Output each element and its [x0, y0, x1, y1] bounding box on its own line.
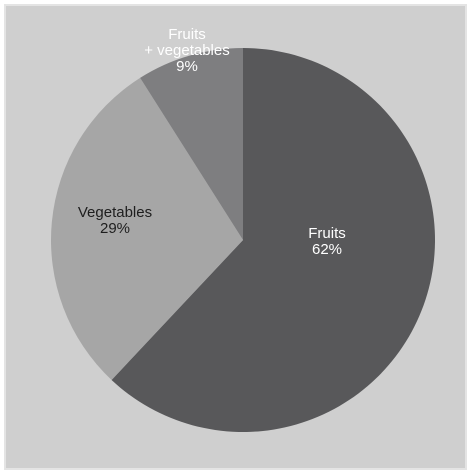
- slice-name-label: + vegetables: [144, 42, 229, 59]
- slice-label-0: Fruits 62%: [308, 225, 346, 258]
- pie-slice-fruits: [111, 48, 436, 433]
- slice-label-2: Fruits + vegetables 9%: [144, 26, 229, 75]
- slice-name-label: Fruits: [168, 26, 206, 43]
- pie-slice-fruits-vegetables: [140, 48, 243, 240]
- slice-percent-label: 9%: [176, 58, 198, 75]
- pie-slice-vegetables: [51, 77, 243, 380]
- slice-name-label: Fruits: [308, 225, 346, 242]
- slice-label-1: Vegetables 29%: [78, 204, 152, 237]
- pie-labels: Fruits 62%Vegetables 29%Fruits + vegetables…: [78, 26, 346, 258]
- slice-name-label: Vegetables: [78, 204, 152, 221]
- pie-slices: [51, 48, 436, 433]
- slice-percent-label: 29%: [100, 220, 130, 237]
- slice-percent-label: 62%: [312, 241, 342, 258]
